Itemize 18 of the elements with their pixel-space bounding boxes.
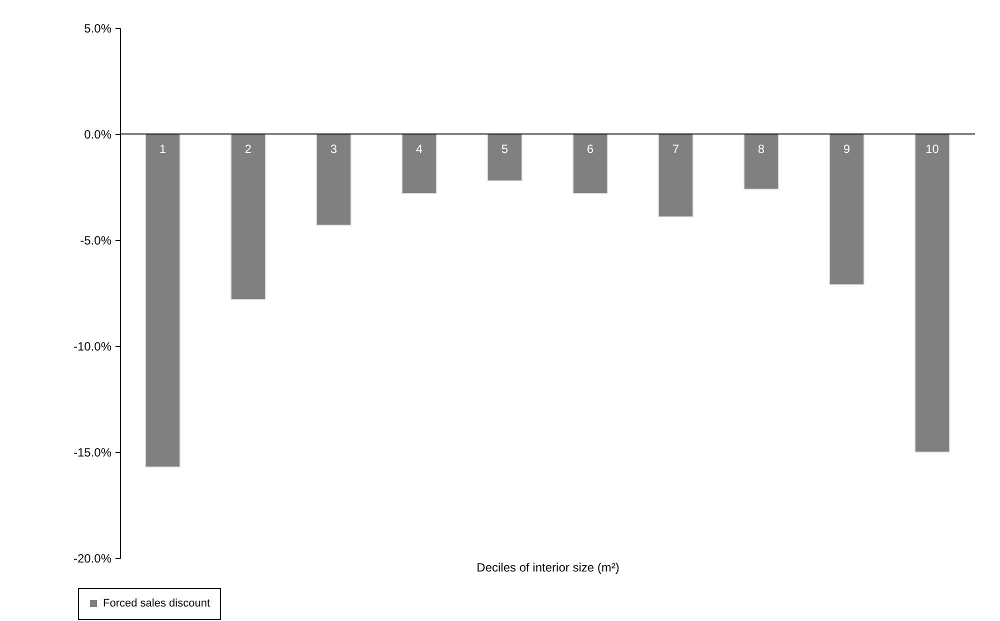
x-tick-label: 1 <box>159 142 166 156</box>
legend-label: Forced sales discount <box>103 598 210 610</box>
x-tick-label: 2 <box>244 142 252 156</box>
x-tick-label: 10 <box>926 142 940 156</box>
x-tick-label: 5 <box>501 142 508 156</box>
y-tick-label: -5.0% <box>80 234 112 248</box>
x-axis-title: Deciles of interior size (m²) <box>476 560 620 574</box>
x-tick-label: 3 <box>330 142 338 156</box>
x-tick-label: 4 <box>416 142 423 156</box>
y-tick-label: -20.0% <box>73 552 112 566</box>
y-tick-label: 0.0% <box>84 128 112 142</box>
y-tick-label: -15.0% <box>73 446 112 460</box>
y-tick-label: 5.0% <box>84 22 112 36</box>
y-tick-label: -10.0% <box>73 340 112 354</box>
x-tick-label: 8 <box>758 142 765 156</box>
x-tick-label: 7 <box>672 142 680 156</box>
x-tick-label: 6 <box>586 142 594 156</box>
x-tick-label: 9 <box>843 142 850 156</box>
